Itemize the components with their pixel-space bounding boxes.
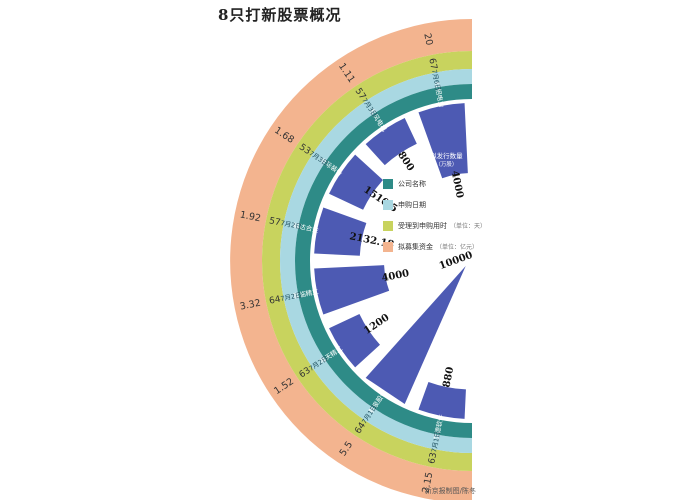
legend-label-funds: 拟募集资金 — [398, 242, 433, 251]
funds-label-4: 1.92 — [239, 209, 262, 224]
legend-item-date: 申购日期 — [383, 196, 503, 213]
bar-value-label-6: 800 — [395, 150, 416, 174]
funds-ring — [230, 19, 472, 500]
date-label-3: 7月2日 — [280, 291, 302, 303]
funds-label-3: 3.32 — [239, 298, 262, 313]
legend-label-company: 公司名称 — [398, 179, 426, 188]
funds-label-0: 2.15 — [420, 471, 435, 494]
legend-swatch-company — [383, 178, 393, 189]
credit: 新京报制图/陈冬 — [424, 487, 476, 495]
bar-value-label-2: 1200 — [362, 312, 391, 337]
days-label-4: 57 — [268, 216, 281, 228]
bar-4 — [314, 207, 367, 256]
bar-7 — [418, 103, 468, 179]
days-label-0: 63 — [427, 452, 439, 465]
days-label-7: 67 — [426, 57, 438, 70]
legend-unit-days: （单位：天） — [450, 223, 487, 230]
legend-item-funds: 拟募集资金 （单位：亿元） — [383, 238, 503, 255]
legend-item-company: 公司名称 — [383, 175, 503, 192]
bar-5 — [329, 154, 383, 210]
bar-axis-unit: （万股） — [435, 161, 457, 168]
funds-label-7: 20 — [421, 32, 434, 46]
bar-value-label-0: 880 — [441, 366, 456, 389]
bar-2 — [329, 313, 380, 368]
date-label-0: 7月1日 — [430, 431, 442, 453]
legend-item-days: 受理到申购用时 （单位：天） — [383, 217, 503, 234]
chart-title: 8只打新股票概况 — [218, 6, 342, 24]
legend-label-date: 申购日期 — [398, 200, 426, 209]
days-label-3: 64 — [268, 295, 281, 307]
bar-value-label-3: 4000 — [381, 268, 410, 284]
bar-6 — [365, 118, 417, 166]
legend: 公司名称 申购日期 受理到申购用时 （单位：天） 拟募集资金 （单位：亿元） — [383, 175, 503, 259]
bar-3 — [314, 265, 390, 315]
legend-unit-funds: （单位：亿元） — [436, 244, 479, 251]
date-label-4: 7月2日 — [280, 219, 302, 231]
bar-1 — [365, 265, 466, 404]
bar-0 — [418, 381, 466, 419]
legend-swatch-date — [383, 199, 393, 210]
bar-axis-label: 拟发行数量 — [430, 151, 463, 160]
legend-swatch-days — [383, 220, 393, 231]
legend-label-days: 受理到申购用时 — [398, 221, 447, 230]
bar-value-label-7: 4000 — [449, 170, 465, 199]
date-label-7: 7月6日 — [430, 69, 442, 91]
legend-swatch-funds — [383, 241, 393, 252]
